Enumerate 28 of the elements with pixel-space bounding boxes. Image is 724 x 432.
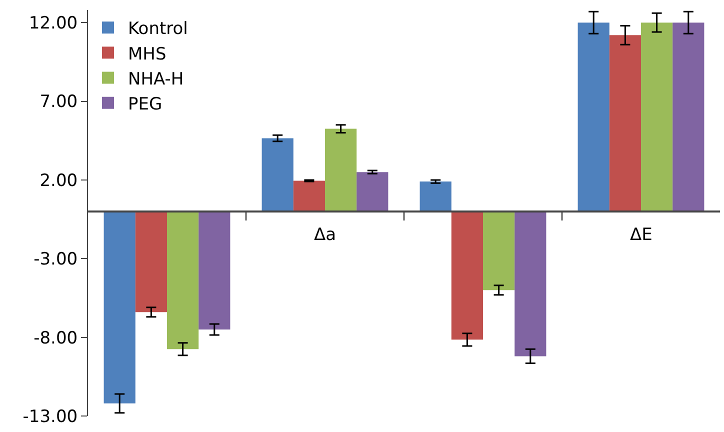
legend-label: Kontrol — [128, 19, 188, 40]
y-tick-label: 12.00 — [28, 14, 78, 34]
x-tick-label: ΔE — [630, 225, 652, 245]
bar — [609, 35, 641, 212]
y-tick-label: 7.00 — [40, 92, 78, 112]
bar — [641, 22, 673, 212]
bar — [356, 172, 388, 212]
bar — [104, 211, 136, 404]
bar — [420, 182, 452, 212]
legend-label: PEG — [128, 94, 162, 114]
bar — [672, 22, 704, 212]
bar — [198, 211, 230, 330]
bar — [483, 211, 515, 290]
bar — [135, 211, 167, 312]
legend-label: NHA-H — [128, 69, 184, 90]
bar — [451, 211, 483, 340]
bar — [293, 180, 325, 212]
bar — [514, 211, 546, 356]
bar — [578, 22, 610, 212]
bar — [325, 128, 357, 212]
y-tick-label: -13.00 — [22, 406, 78, 427]
bar — [167, 211, 199, 350]
x-tick-label: Δa — [314, 225, 336, 245]
y-tick-label: 2.00 — [40, 170, 78, 191]
y-tick-label: -8.00 — [34, 328, 78, 348]
y-tick-label: -3.00 — [34, 250, 78, 270]
bar — [262, 138, 294, 212]
legend-label: MHS — [128, 44, 166, 64]
